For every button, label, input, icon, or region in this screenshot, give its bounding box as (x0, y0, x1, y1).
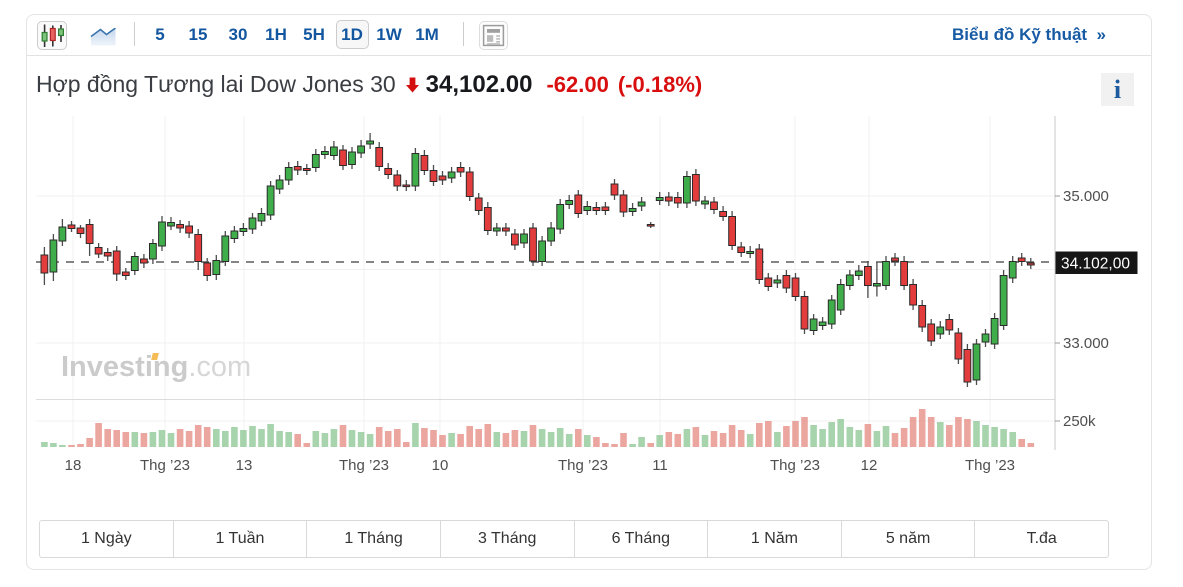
svg-text:13: 13 (236, 457, 253, 474)
svg-text:11: 11 (652, 457, 668, 474)
svg-text:Thg ’23: Thg ’23 (140, 457, 190, 474)
svg-text:35.000: 35.000 (1063, 188, 1109, 205)
svg-text:Thg ’23: Thg ’23 (558, 457, 608, 474)
svg-text:Thg ’23: Thg ’23 (965, 457, 1015, 474)
svg-text:250k: 250k (1063, 413, 1096, 430)
svg-text:34.102,00: 34.102,00 (1061, 256, 1130, 273)
svg-text:33.000: 33.000 (1063, 335, 1109, 352)
svg-text:12: 12 (861, 457, 878, 474)
svg-text:Thg ’23: Thg ’23 (770, 457, 820, 474)
svg-text:Thg ’23: Thg ’23 (339, 457, 389, 474)
svg-text:10: 10 (432, 457, 449, 474)
svg-text:18: 18 (65, 457, 82, 474)
